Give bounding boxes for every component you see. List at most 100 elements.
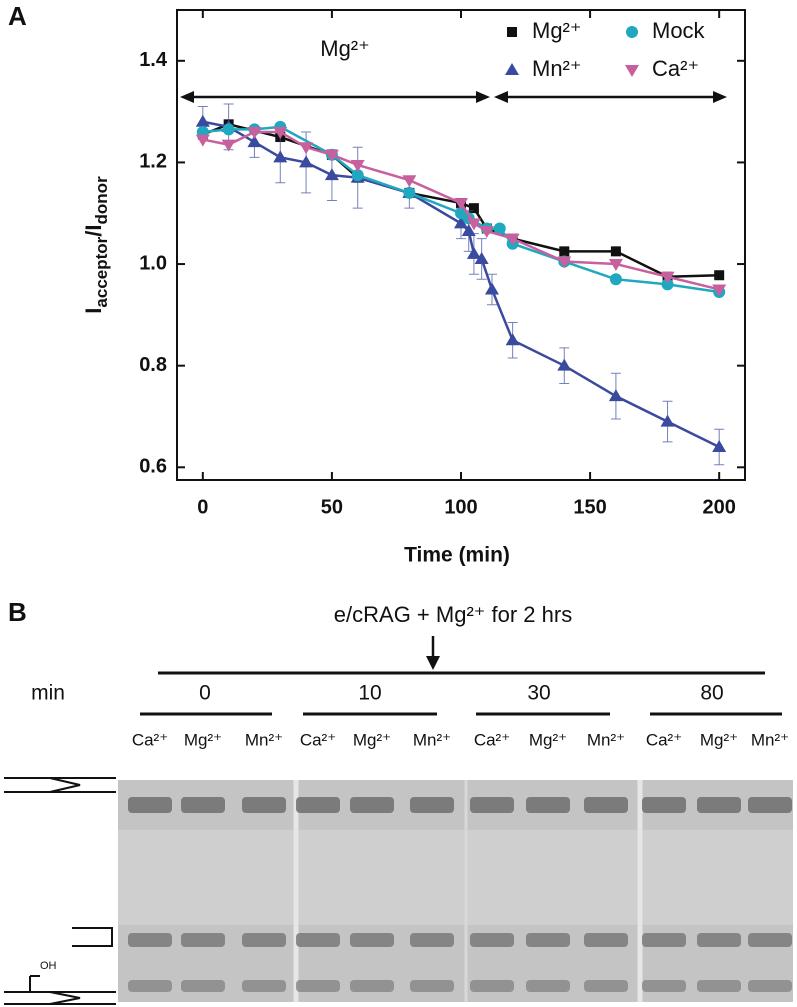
gel-band	[296, 980, 340, 992]
x-tick-label: 150	[573, 496, 606, 518]
gel-band	[410, 797, 454, 813]
marker	[661, 278, 674, 291]
lane-label: Ca²⁺	[474, 730, 510, 749]
x-tick-label: 100	[444, 496, 477, 518]
time-label: 10	[358, 682, 381, 705]
marker	[221, 139, 236, 152]
marker	[324, 168, 339, 181]
y-label-part: donor	[92, 176, 111, 225]
marker	[454, 198, 468, 211]
gel-title: e/cRAG + Mg²⁺ for 2 hrs	[334, 602, 572, 627]
y-tick-label: 0.6	[139, 456, 167, 478]
lane-label: Mg²⁺	[353, 730, 391, 749]
schematic-label: OH	[40, 960, 57, 972]
gel-band	[642, 933, 686, 947]
marker	[402, 175, 417, 188]
gel-band	[526, 980, 570, 992]
y-tick-label: 1.0	[139, 252, 167, 274]
gel-band	[350, 980, 394, 992]
lane-label: Mg²⁺	[700, 730, 738, 749]
marker	[466, 218, 481, 231]
annotation: Mg²⁺	[320, 36, 370, 61]
marker	[714, 270, 725, 281]
lane-label: Mn²⁺	[245, 730, 283, 749]
gel-band	[350, 933, 394, 947]
marker	[479, 226, 494, 239]
gel-band	[470, 933, 514, 947]
marker	[299, 142, 314, 155]
y-tick-label: 1.4	[139, 49, 168, 71]
gel-band	[642, 980, 686, 992]
marker	[712, 439, 727, 452]
gel-band	[748, 797, 792, 813]
arrow-head	[426, 656, 440, 670]
x-tick-label: 0	[197, 496, 208, 518]
row-label: min	[31, 682, 65, 705]
x-axis-label: Time (min)	[404, 544, 510, 567]
marker	[505, 333, 520, 346]
gel-band	[181, 933, 225, 947]
marker	[559, 246, 570, 257]
marker	[195, 114, 210, 127]
gel-band	[584, 797, 628, 813]
x-tick-label: 200	[702, 496, 735, 518]
lane-label: Mn²⁺	[413, 730, 451, 749]
marker	[247, 135, 262, 148]
marker	[299, 155, 314, 168]
marker	[608, 389, 623, 402]
time-label: 80	[700, 682, 723, 705]
gel-band	[748, 980, 792, 992]
y-label-part: I	[81, 308, 106, 314]
gel-band	[697, 980, 741, 992]
marker	[324, 149, 339, 162]
legend-label: Mn²⁺	[532, 56, 582, 81]
marker	[660, 414, 675, 427]
marker	[557, 256, 572, 269]
y-label-part: acceptor	[92, 236, 111, 307]
gel-band	[584, 933, 628, 947]
marker	[222, 123, 235, 136]
gel-band	[242, 980, 286, 992]
marker	[557, 358, 572, 371]
marker	[608, 259, 623, 272]
gel-band	[128, 933, 172, 947]
gel-band	[470, 797, 514, 813]
lane-label: Mg²⁺	[529, 730, 567, 749]
marker	[505, 233, 520, 246]
gel-band	[410, 980, 454, 992]
gel-band	[526, 933, 570, 947]
gel-band	[748, 933, 792, 947]
marker	[461, 224, 476, 237]
gel	[118, 780, 793, 1002]
gel-band	[181, 797, 225, 813]
gel-band	[296, 797, 340, 813]
gel-band	[350, 797, 394, 813]
gel-band	[242, 933, 286, 947]
y-tick-label: 0.8	[139, 354, 167, 376]
marker	[468, 203, 479, 214]
gel-band	[128, 797, 172, 813]
legend-marker	[626, 26, 638, 38]
gel-region	[118, 830, 793, 925]
gel-band	[128, 980, 172, 992]
marker	[609, 273, 622, 286]
legend-label: Mg²⁺	[532, 18, 582, 43]
gel-band	[470, 980, 514, 992]
marker	[403, 186, 416, 199]
marker	[247, 126, 262, 139]
lane-label: Mn²⁺	[587, 730, 625, 749]
marker	[474, 251, 489, 264]
y-tick-label: 1.2	[139, 151, 167, 173]
gel-band	[697, 933, 741, 947]
legend-marker	[625, 65, 639, 77]
gel-band	[181, 980, 225, 992]
legend-marker	[507, 27, 517, 37]
marker	[273, 150, 288, 163]
marker	[195, 134, 210, 147]
marker	[351, 169, 364, 182]
lane-label: Mg²⁺	[184, 730, 222, 749]
gel-band	[584, 980, 628, 992]
gel-band	[697, 797, 741, 813]
y-label-part: /I	[81, 224, 106, 236]
